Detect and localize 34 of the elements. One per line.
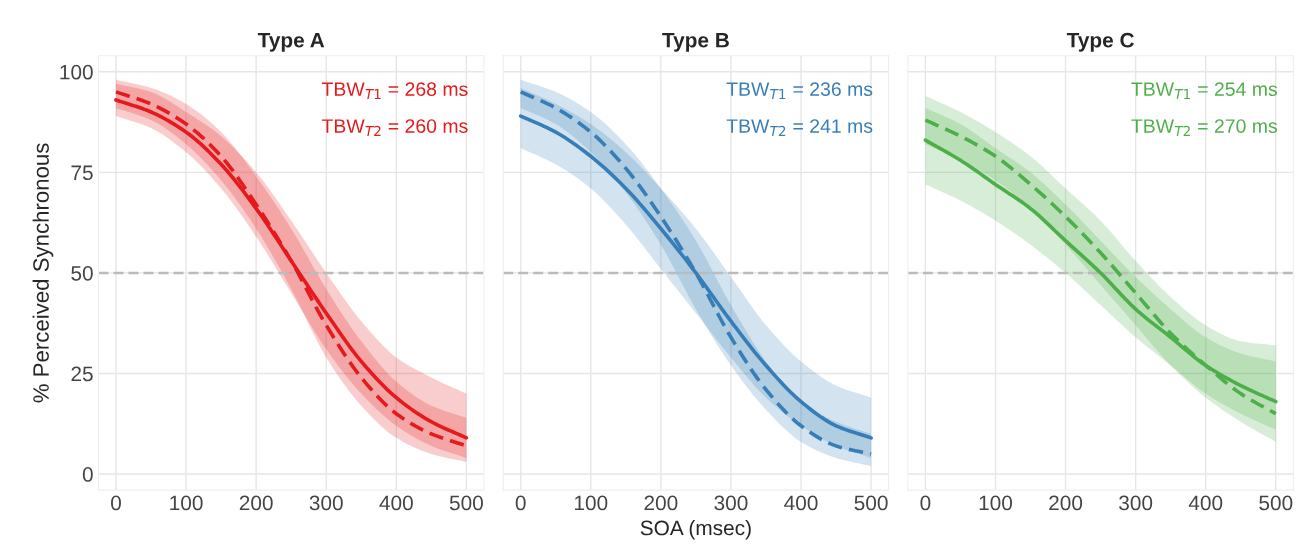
annotation: TBW$_{T1}$ = 236 ms xyxy=(726,82,873,100)
x-tick-label: 0 xyxy=(515,495,526,511)
chart-title: Type B xyxy=(662,33,729,52)
x-tick-label: 500 xyxy=(854,495,888,511)
y-tick-label: 100 xyxy=(60,64,93,80)
x-tick-label: 300 xyxy=(1119,495,1153,511)
x-tick-label: 300 xyxy=(309,495,343,511)
annotation: TBW$_{T1}$ = 268 ms xyxy=(321,82,468,100)
annotation: TBW$_{T2}$ = 241 ms xyxy=(726,119,873,136)
y-axis-title: % Perceived Synchronous xyxy=(32,143,54,403)
y-tick-label: 0 xyxy=(82,467,93,482)
x-tick-label: 200 xyxy=(239,495,273,511)
x-tick-label: 500 xyxy=(449,495,483,511)
y-tick-label: 25 xyxy=(71,366,93,382)
x-tick-label: 100 xyxy=(574,495,608,511)
x-tick-label: 100 xyxy=(979,495,1013,511)
x-tick-label: 100 xyxy=(170,495,203,511)
x-tick-label: 500 xyxy=(1259,495,1293,511)
x-tick-label: 400 xyxy=(379,495,413,511)
y-tick-label: 50 xyxy=(71,265,93,281)
x-tick-label: 300 xyxy=(714,495,748,511)
annotation: TBW$_{T1}$ = 254 ms xyxy=(1131,82,1277,100)
x-tick-label: 0 xyxy=(920,495,931,511)
y-tick-label: 75 xyxy=(71,165,93,181)
chart-title: Type C xyxy=(1066,32,1134,52)
x-tick-label: 200 xyxy=(644,495,678,511)
x-tick-label: 400 xyxy=(784,495,818,511)
x-tick-label: 200 xyxy=(1049,495,1083,511)
annotation: TBW$_{T2}$ = 270 ms xyxy=(1131,119,1277,136)
annotation: TBW$_{T2}$ = 260 ms xyxy=(321,119,468,136)
chart-title: Type A xyxy=(257,33,325,52)
x-tick-label: 400 xyxy=(1188,495,1223,511)
x-axis-title: SOA (msec) xyxy=(640,520,751,540)
x-tick-label: 0 xyxy=(111,495,121,511)
